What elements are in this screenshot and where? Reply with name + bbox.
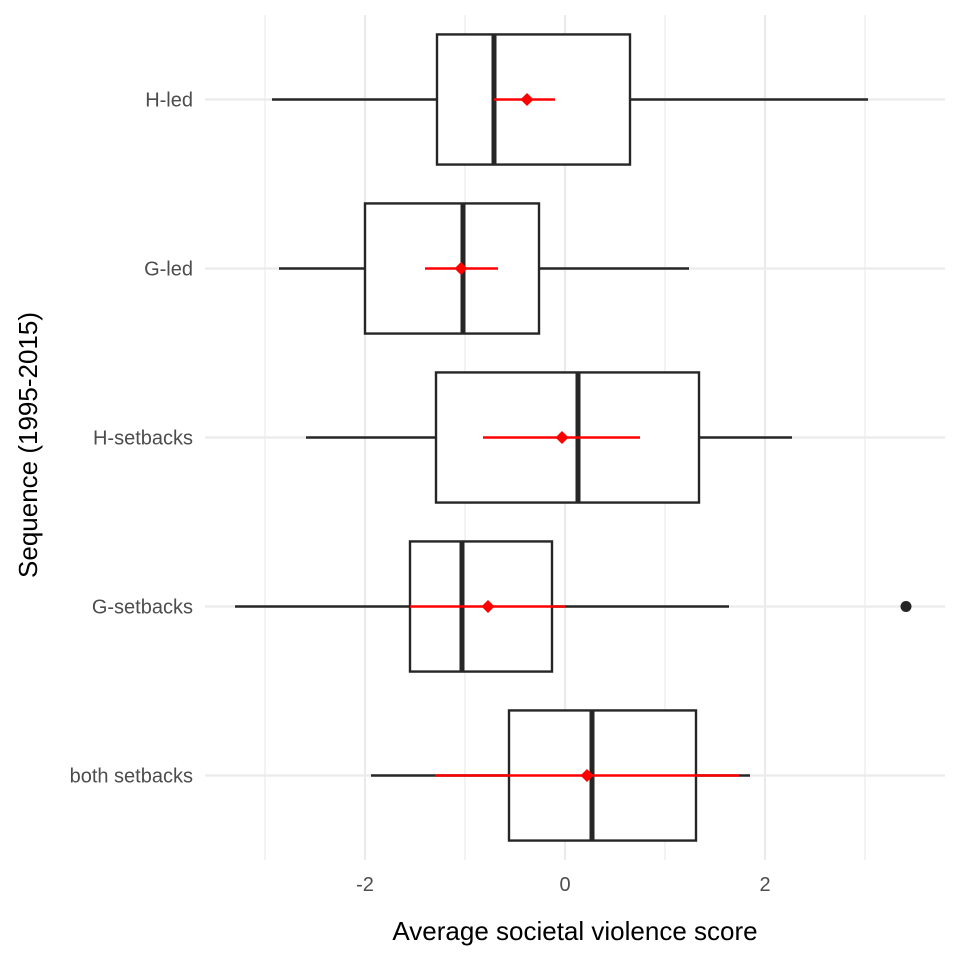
y-tick-label: G-setbacks xyxy=(92,597,193,619)
x-tick-labels: -2 0 2 xyxy=(356,874,770,896)
mean-point xyxy=(555,431,569,444)
mean-point xyxy=(580,769,594,782)
mean-h-setbacks xyxy=(483,431,640,444)
y-tick-label: H-setbacks xyxy=(93,428,193,450)
y-tick-label: both setbacks xyxy=(70,766,193,788)
y-tick-label: H-led xyxy=(145,90,193,112)
mean-point xyxy=(454,262,468,275)
y-axis-title: Sequence (1995-2015) xyxy=(13,312,43,578)
outlier-point xyxy=(900,601,912,612)
x-tick-label: 0 xyxy=(559,874,570,896)
mean-markers xyxy=(410,93,739,782)
box-h-led xyxy=(272,33,868,166)
y-tick-labels: H-led G-led H-setbacks G-setbacks both setba… xyxy=(70,90,193,788)
mean-point xyxy=(481,600,495,613)
y-tick-label: G-led xyxy=(144,259,193,281)
x-tick-label: -2 xyxy=(356,874,374,896)
mean-g-led xyxy=(425,262,498,275)
mean-g-setbacks xyxy=(410,600,565,613)
mean-h-led xyxy=(494,93,555,106)
x-tick-label: 2 xyxy=(759,874,770,896)
mean-point xyxy=(520,93,534,106)
mean-both-setbacks xyxy=(435,769,739,782)
x-axis-title: Average societal violence score xyxy=(392,916,757,946)
